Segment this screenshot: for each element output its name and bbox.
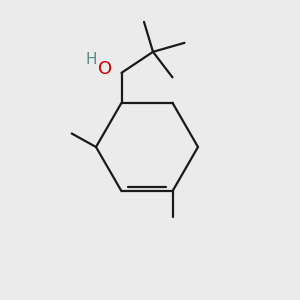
Text: O: O — [98, 60, 112, 78]
Text: H: H — [86, 52, 97, 67]
